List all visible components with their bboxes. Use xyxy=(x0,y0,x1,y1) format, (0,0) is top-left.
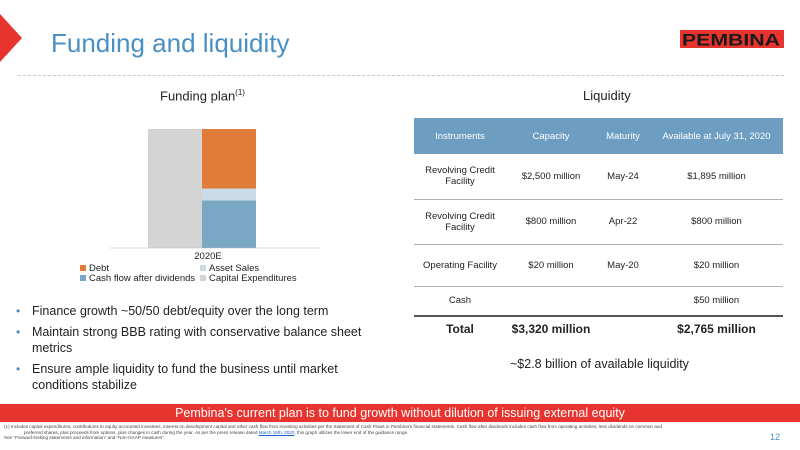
funding-plan-heading-text: Funding plan xyxy=(160,88,236,104)
bullet-item: Maintain strong BBB rating with conserva… xyxy=(14,324,374,356)
logo-text: PEMBINA xyxy=(682,31,780,50)
col-header-available: Available at July 31, 2020 xyxy=(650,118,783,154)
table-cell: Operating Facility xyxy=(414,244,506,287)
page-number: 12 xyxy=(769,432,780,442)
table-cell xyxy=(596,315,650,341)
title-divider xyxy=(18,75,784,76)
table-cell: Cash xyxy=(414,286,506,317)
table-cell: $2,500 million xyxy=(506,154,596,200)
pembina-logo: PEMBINA xyxy=(680,28,784,55)
funding-plan-footnote-ref: (1) xyxy=(235,88,245,97)
table-row: Operating Facility $20 million May-20 $2… xyxy=(414,244,783,287)
legend-swatch-debt xyxy=(80,265,86,271)
table-header-row: Instruments Capacity Maturity Available … xyxy=(414,118,783,154)
col-header-maturity: Maturity xyxy=(596,118,650,154)
table-cell: $50 million xyxy=(650,286,783,317)
footnote-line: See "Forward-looking statements and info… xyxy=(4,435,166,441)
bar-capital-expenditures xyxy=(148,129,202,248)
legend-cash-flow: Cash flow after dividends xyxy=(89,272,196,284)
table-cell: May-24 xyxy=(596,154,650,200)
liquidity-heading: Liquidity xyxy=(583,88,631,103)
footnote-text: , this graph utilizes the lower end of t… xyxy=(294,429,409,435)
table-cell: Revolving Credit Facility xyxy=(414,199,506,245)
bar-debt xyxy=(202,129,256,189)
legend-asset-sales: Asset Sales xyxy=(209,262,260,274)
table-cell xyxy=(506,286,596,317)
key-message-banner: Pembina's current plan is to fund growth… xyxy=(0,404,800,422)
press-release-link[interactable]: March 18th, 2020 xyxy=(258,429,295,435)
x-tick-label: 2020E xyxy=(194,251,221,262)
liquidity-note: ~$2.8 billion of available liquidity xyxy=(510,357,689,371)
bar-cash-flow-after-dividends xyxy=(202,200,256,248)
col-header-instruments: Instruments xyxy=(414,118,506,154)
table-cell: Apr-22 xyxy=(596,199,650,245)
bullet-item: Finance growth ~50/50 debt/equity over t… xyxy=(14,303,374,319)
table-row: Revolving Credit Facility $800 million A… xyxy=(414,199,783,245)
table-cell: $20 million xyxy=(506,244,596,287)
bar-asset-sales xyxy=(202,188,256,201)
footnote-text: preferred shares, plus proceeds from opt… xyxy=(24,429,259,435)
table-cell: $2,765 million xyxy=(650,315,783,341)
legend-swatch-capex xyxy=(200,275,206,281)
legend-swatch-asset-sales xyxy=(200,265,206,271)
funding-bullets: Finance growth ~50/50 debt/equity over t… xyxy=(14,303,374,398)
footnote-line: (1) Includes capital expenditures, contr… xyxy=(4,424,662,429)
table-row: Cash $50 million xyxy=(414,286,783,317)
footnote: (1) Includes capital expenditures, contr… xyxy=(4,424,764,441)
legend-capex: Capital Expenditures xyxy=(209,272,297,284)
table-cell: $800 million xyxy=(650,199,783,245)
liquidity-table: Instruments Capacity Maturity Available … xyxy=(414,118,783,341)
table-cell: $1,895 million xyxy=(650,154,783,200)
page-title: Funding and liquidity xyxy=(51,28,290,58)
table-row: Revolving Credit Facility $2,500 million… xyxy=(414,154,783,200)
table-cell: $800 million xyxy=(506,199,596,245)
bullet-item: Ensure ample liquidity to fund the busin… xyxy=(14,361,374,393)
legend-debt: Debt xyxy=(89,262,110,274)
col-header-capacity: Capacity xyxy=(506,118,596,154)
table-cell: Total xyxy=(414,315,506,341)
funding-plan-heading: Funding plan(1) xyxy=(160,88,245,103)
table-cell: May-20 xyxy=(596,244,650,287)
table-total-row: Total $3,320 million $2,765 million xyxy=(414,315,783,341)
footnote-line: preferred shares, plus proceeds from opt… xyxy=(4,430,764,436)
table-cell xyxy=(596,286,650,317)
funding-plan-chart: 2020E xyxy=(110,129,320,262)
table-cell: $20 million xyxy=(650,244,783,287)
legend-swatch-cash-flow xyxy=(80,275,86,281)
red-tab-marker xyxy=(0,14,22,62)
table-cell: $3,320 million xyxy=(506,315,596,341)
table-cell: Revolving Credit Facility xyxy=(414,154,506,200)
chart-legend: Debt Asset Sales Cash flow after dividen… xyxy=(80,262,320,284)
